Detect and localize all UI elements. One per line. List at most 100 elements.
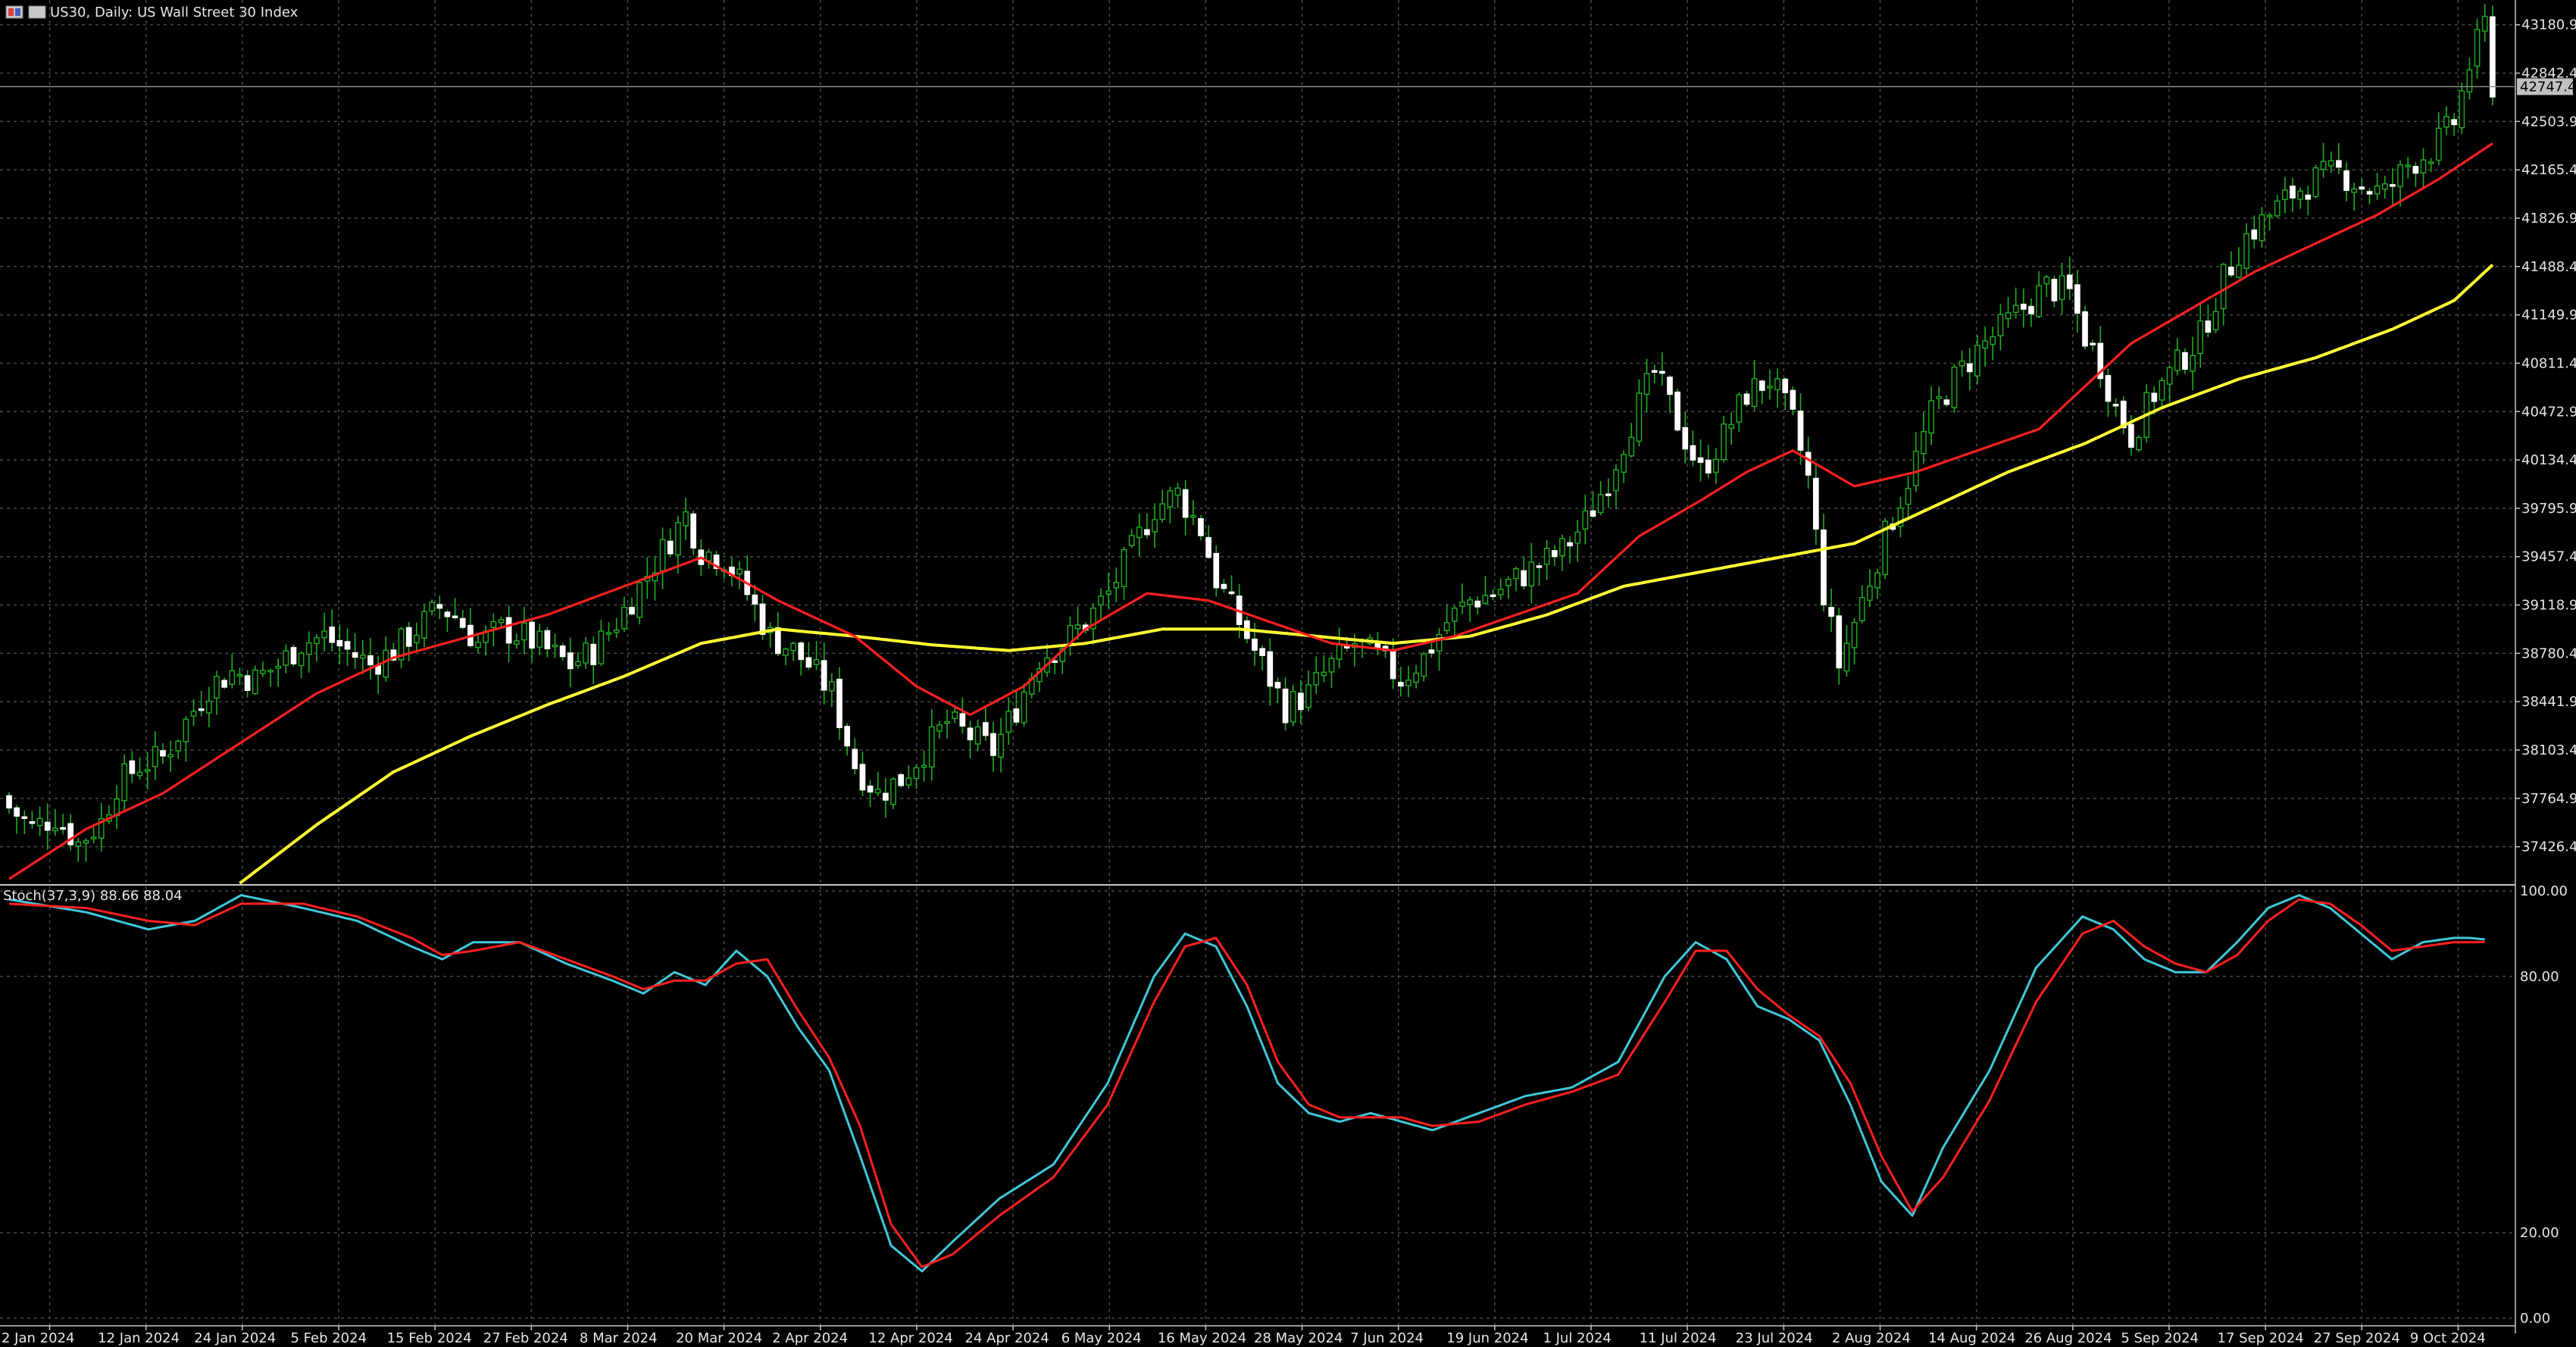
time-tick-label: 11 Jul 2024 — [1640, 1330, 1717, 1346]
bear-candle — [990, 733, 996, 756]
time-tick-label: 7 Jun 2024 — [1350, 1330, 1424, 1346]
bull-candle — [1121, 548, 1127, 587]
price-tick-label: 42503.9 — [2521, 114, 2576, 130]
bull-candle — [1882, 520, 1888, 576]
bear-candle — [1797, 411, 1804, 451]
bear-candle — [836, 678, 843, 729]
bull-candle — [1328, 658, 1335, 673]
bear-candle — [1259, 648, 1265, 656]
bull-candle — [2266, 214, 2273, 217]
bear-candle — [2251, 229, 2258, 240]
bull-candle — [1136, 527, 1143, 539]
bull-candle — [636, 582, 642, 618]
price-tick-label: 38441.9 — [2521, 694, 2576, 710]
bull-candle — [2005, 312, 2012, 320]
time-tick-label: 15 Feb 2024 — [387, 1330, 472, 1346]
time-tick-label: 17 Sep 2024 — [2218, 1330, 2304, 1346]
price-tick-label: 37764.9 — [2521, 791, 2576, 807]
bear-candle — [2205, 320, 2212, 333]
bull-candle — [2312, 167, 2319, 198]
bull-candle — [1167, 490, 1174, 508]
bear-candle — [405, 627, 412, 647]
bear-candle — [1343, 645, 1350, 648]
bull-candle — [1859, 597, 1865, 622]
bull-candle — [621, 606, 627, 630]
bear-candle — [1790, 389, 1796, 410]
price-tick-label: 39118.9 — [2521, 598, 2576, 614]
bull-candle — [314, 637, 320, 645]
bear-candle — [2227, 267, 2234, 276]
bull-candle — [1751, 378, 1758, 408]
bull-candle — [613, 629, 620, 633]
bull-candle — [36, 817, 43, 827]
bull-candle — [1905, 488, 1912, 505]
symbol-icon[interactable] — [28, 5, 46, 19]
bear-candle — [367, 655, 374, 666]
bull-candle — [2190, 355, 2196, 372]
bull-candle — [2428, 161, 2434, 164]
bull-candle — [2351, 188, 2358, 193]
bear-candle — [1198, 518, 1204, 536]
bear-candle — [2074, 284, 2080, 314]
bull-candle — [490, 620, 497, 628]
bear-candle — [2336, 160, 2342, 168]
bear-candle — [898, 774, 905, 786]
bull-candle — [921, 764, 927, 768]
bull-candle — [383, 649, 389, 678]
bull-candle — [974, 726, 981, 745]
bull-candle — [513, 640, 520, 645]
price-axis: 43180.9 42842.4 42503.9 42165.4 41826.9 41488… — [2515, 17, 2576, 1327]
bull-candle — [2220, 264, 2227, 309]
time-tick-label: 27 Sep 2024 — [2314, 1330, 2400, 1346]
bull-candle — [659, 539, 666, 572]
price-tick-label: 40134.4 — [2521, 452, 2576, 468]
bear-candle — [852, 749, 858, 770]
bull-candle — [583, 642, 589, 664]
bull-candle — [1974, 345, 1980, 377]
bull-candle — [1559, 538, 1565, 557]
bear-candle — [2090, 342, 2096, 345]
bull-candle — [2320, 161, 2327, 170]
stoch-tick-label: 100.00 — [2520, 883, 2568, 899]
bull-candle — [2274, 200, 2281, 217]
time-tick-label: 27 Feb 2024 — [483, 1330, 568, 1346]
bear-candle — [759, 603, 766, 635]
price-tick-label: 41149.9 — [2521, 308, 2576, 323]
bear-candle — [2182, 352, 2188, 370]
slow-moving-average-line — [239, 264, 2494, 885]
bear-candle — [244, 675, 251, 692]
bear-candle — [60, 827, 66, 830]
bull-candle — [1528, 561, 1535, 586]
bull-candle — [83, 840, 89, 844]
bull-candle — [2197, 320, 2204, 355]
price-tick-label: 42842.4 — [2521, 66, 2576, 82]
bear-candle — [2343, 170, 2349, 192]
bull-candle — [1174, 487, 1181, 496]
bull-candle — [152, 745, 158, 767]
symbol-title: US30, Daily: US Wall Street 30 Index — [50, 5, 299, 20]
time-axis: 2 Jan 2024 12 Jan 2024 24 Jan 2024 5 Feb 20… — [2, 1326, 2486, 1346]
bear-candle — [959, 713, 966, 727]
bull-candle — [2297, 190, 2303, 200]
price-tick-label: 39457.4 — [2521, 549, 2576, 565]
bear-candle — [1551, 550, 1558, 558]
bull-candle — [121, 763, 128, 802]
stoch-tick-label: 0.00 — [2520, 1311, 2550, 1327]
bull-candle — [1105, 590, 1112, 595]
bear-candle — [1390, 648, 1396, 680]
bear-candle — [2082, 311, 2088, 347]
bear-candle — [752, 594, 758, 605]
bull-candle — [267, 670, 274, 673]
bull-candle — [1628, 436, 1635, 457]
bull-candle — [183, 718, 189, 742]
grid-lines — [0, 0, 2515, 1326]
bear-candle — [2028, 305, 2034, 314]
bull-candle — [236, 674, 243, 677]
bull-candle — [1936, 395, 1943, 399]
bull-candle — [1152, 519, 1158, 533]
bear-candle — [2490, 16, 2496, 98]
stoch-title: Stoch(37,3,9) 88.66 88.04 — [3, 888, 183, 904]
bull-candle — [2405, 164, 2412, 167]
